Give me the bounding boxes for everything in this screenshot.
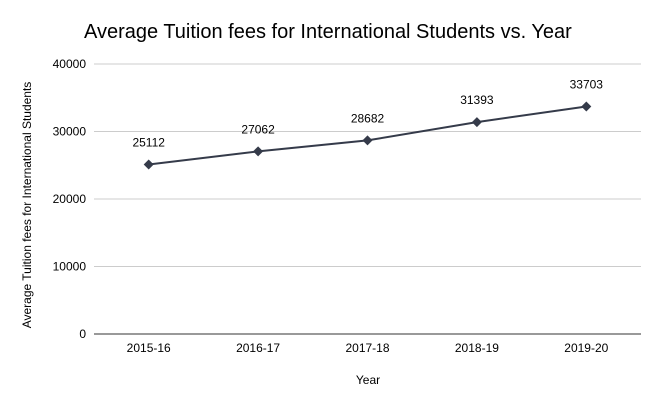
y-tick-label: 10000 (53, 260, 87, 274)
x-tick-label: 2015-16 (127, 341, 171, 355)
series (143, 101, 592, 170)
y-tick-label: 40000 (53, 57, 87, 71)
data-label: 33703 (570, 78, 604, 92)
x-tick-label: 2016-17 (236, 341, 280, 355)
data-point-marker (143, 159, 154, 170)
x-tick-label: 2018-19 (455, 341, 499, 355)
data-point-marker (581, 101, 592, 112)
x-tick-label: 2017-18 (345, 341, 389, 355)
x-tick-label: 2019-20 (564, 341, 608, 355)
x-axis-ticks: 2015-16 2016-17 2017-18 2018-19 2019-20 (127, 341, 609, 355)
data-label: 25112 (132, 135, 165, 149)
data-point-marker (362, 135, 373, 146)
chart-title: Average Tuition fees for International S… (84, 21, 572, 43)
x-axis-title: Year (356, 373, 380, 387)
data-point-marker (253, 146, 264, 157)
y-tick-label: 30000 (53, 125, 87, 139)
data-labels: 25112 27062 28682 31393 33703 (132, 78, 603, 150)
data-point-marker (471, 117, 482, 128)
y-tick-label: 20000 (53, 192, 87, 206)
data-label: 31393 (460, 93, 494, 107)
y-tick-label: 0 (79, 327, 86, 341)
y-axis-title: Average Tuition fees for International S… (20, 82, 34, 329)
gridlines (94, 63, 641, 335)
data-label: 27062 (241, 122, 275, 136)
y-axis-ticks: 0 10000 20000 30000 40000 (53, 57, 87, 341)
data-label: 28682 (351, 111, 385, 125)
